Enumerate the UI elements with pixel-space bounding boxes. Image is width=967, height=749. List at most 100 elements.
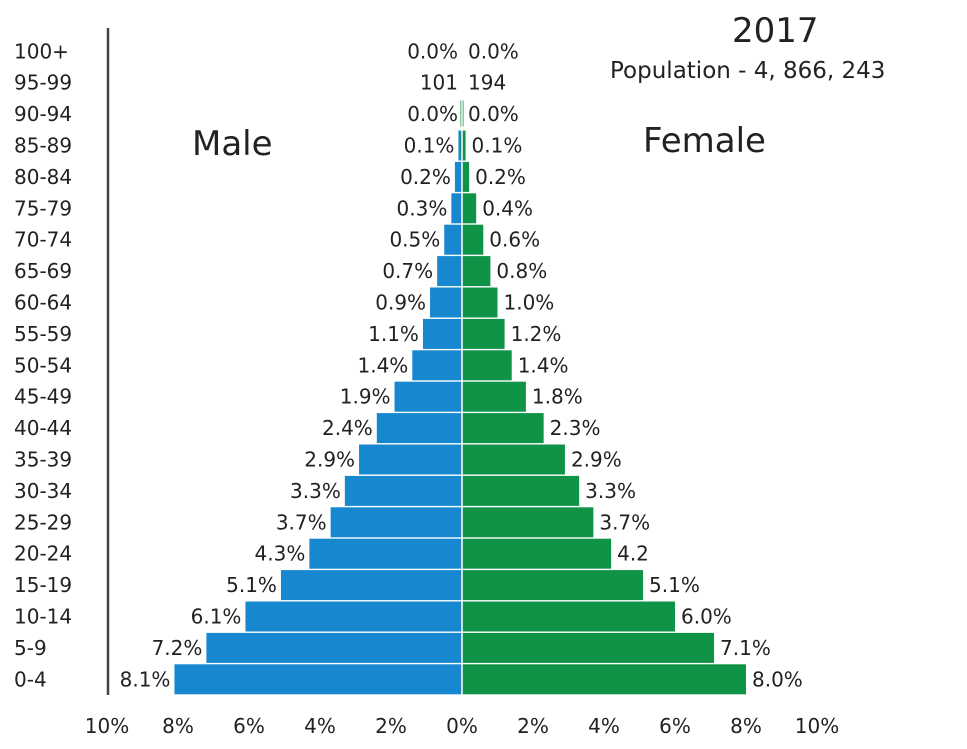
female-value-label: 1.0% <box>504 291 555 315</box>
female-value-label: 0.2% <box>475 165 526 189</box>
male-value-label: 2.4% <box>322 416 373 440</box>
male-bar <box>344 475 462 506</box>
male-bar <box>174 664 462 695</box>
male-value-label: 1.4% <box>357 353 408 377</box>
age-label: 60-64 <box>14 291 72 315</box>
female-value-label: 0.0% <box>468 102 519 126</box>
x-tick-label: 6% <box>659 714 691 738</box>
female-bar <box>462 350 512 381</box>
female-bar <box>462 130 466 161</box>
female-value-label: 0.8% <box>496 259 547 283</box>
female-value-label: 3.7% <box>599 510 650 534</box>
age-label: 55-59 <box>14 322 72 346</box>
age-label: 80-84 <box>14 165 72 189</box>
female-value-label: 1.8% <box>532 385 583 409</box>
age-label: 90-94 <box>14 102 72 126</box>
age-label: 35-39 <box>14 448 72 472</box>
female-bar <box>462 193 477 224</box>
male-value-label: 2.9% <box>304 448 355 472</box>
age-label: 45-49 <box>14 385 72 409</box>
age-label: 95-99 <box>14 71 72 95</box>
female-bar <box>462 161 470 192</box>
female-value-label: 8.0% <box>752 667 803 691</box>
x-tick-label: 4% <box>588 714 620 738</box>
male-bar <box>454 161 462 192</box>
female-value-label: 194 <box>468 71 506 95</box>
male-value-label: 0.0% <box>407 39 458 63</box>
male-value-label: 4.3% <box>255 542 306 566</box>
male-value-label: 0.2% <box>400 165 451 189</box>
male-bar <box>412 350 462 381</box>
male-value-label: 8.1% <box>120 667 171 691</box>
x-tick-label: 8% <box>730 714 762 738</box>
male-bar <box>430 287 462 318</box>
male-value-label: 0.1% <box>404 134 455 158</box>
female-bar <box>462 287 498 318</box>
male-bar <box>458 130 462 161</box>
male-bar <box>245 601 462 632</box>
age-label: 15-19 <box>14 573 72 597</box>
female-bar <box>462 632 715 663</box>
male-value-label: 1.9% <box>340 385 391 409</box>
male-bar <box>280 570 462 601</box>
age-label: 75-79 <box>14 196 72 220</box>
male-value-label: 3.3% <box>290 479 341 503</box>
male-bar <box>309 538 462 569</box>
female-value-label: 1.2% <box>511 322 562 346</box>
age-label: 40-44 <box>14 416 72 440</box>
x-tick-label: 8% <box>162 714 194 738</box>
male-bar <box>376 413 462 444</box>
female-value-label: 0.0% <box>468 39 519 63</box>
female-bar <box>462 538 612 569</box>
female-bar <box>462 381 526 412</box>
age-labels-group: 0-4 5-9 10-14 15-19 20-24 25-29 30-34 35-39 40-4… <box>14 39 72 691</box>
age-label: 100+ <box>14 39 69 63</box>
female-value-label: 1.4% <box>518 353 569 377</box>
female-bar <box>462 570 644 601</box>
male-value-label: 1.1% <box>368 322 419 346</box>
female-bar <box>462 318 505 349</box>
age-label: 85-89 <box>14 134 72 158</box>
x-tick-label: 2% <box>375 714 407 738</box>
female-bar <box>462 507 594 538</box>
age-label: 70-74 <box>14 228 72 252</box>
male-bar <box>206 632 462 663</box>
male-bar <box>437 256 462 287</box>
female-bar <box>462 256 491 287</box>
male-value-label: 0.3% <box>397 196 448 220</box>
female-value-label: 3.3% <box>585 479 636 503</box>
male-value-label: 3.7% <box>276 510 327 534</box>
age-label: 65-69 <box>14 259 72 283</box>
x-tick-label: 10% <box>85 714 129 738</box>
female-label: Female <box>643 121 766 161</box>
female-value-label: 0.4% <box>482 196 533 220</box>
female-bar <box>462 413 544 444</box>
age-label: 0-4 <box>14 667 47 691</box>
male-value-label: 7.2% <box>152 636 203 660</box>
female-bar <box>462 444 565 475</box>
age-label: 10-14 <box>14 605 72 629</box>
female-value-label: 7.1% <box>720 636 771 660</box>
female-value-label: 2.3% <box>550 416 601 440</box>
male-bar <box>451 193 462 224</box>
population-label: Population - 4, 866, 243 <box>610 58 885 84</box>
male-value-label: 0.5% <box>389 228 440 252</box>
age-label: 30-34 <box>14 479 72 503</box>
age-label: 50-54 <box>14 353 72 377</box>
x-tick-label: 4% <box>304 714 336 738</box>
age-label: 25-29 <box>14 510 72 534</box>
male-bar <box>444 224 462 255</box>
female-bar <box>462 475 580 506</box>
male-label: Male <box>192 124 273 164</box>
male-bar <box>330 507 462 538</box>
x-tick-label: 6% <box>233 714 265 738</box>
male-value-label: 101 <box>420 71 458 95</box>
x-tick-label: 0% <box>446 714 478 738</box>
male-bar <box>359 444 462 475</box>
year-label: 2017 <box>732 11 819 51</box>
female-value-label: 6.0% <box>681 605 732 629</box>
male-bar <box>422 318 462 349</box>
bars-group <box>174 100 746 695</box>
female-value-label: 5.1% <box>649 573 700 597</box>
